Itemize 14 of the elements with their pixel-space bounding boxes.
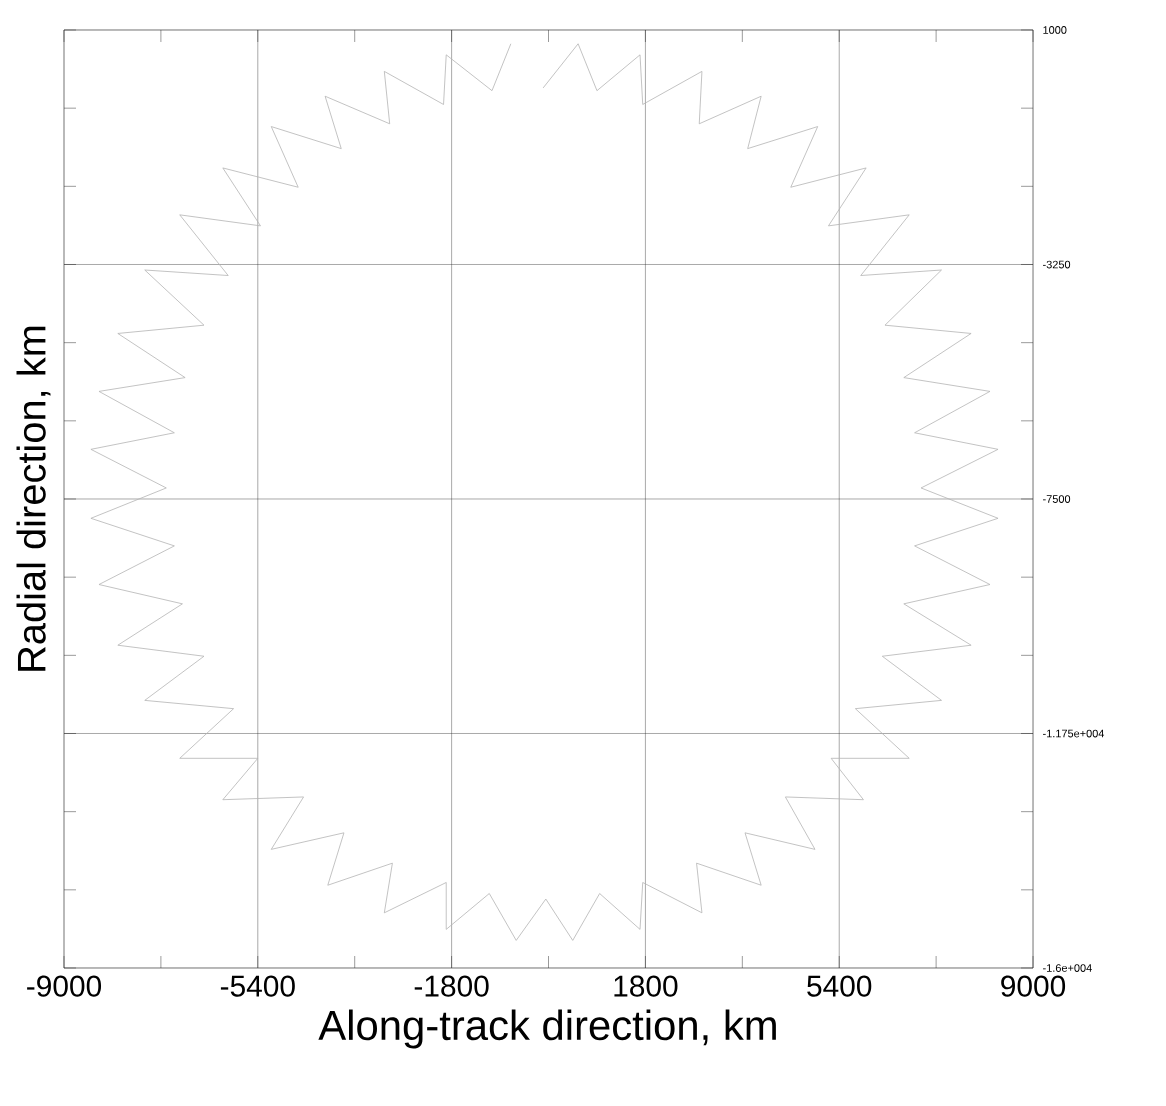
x-tick-label: 1800	[614, 975, 678, 997]
y-axis-title: Radial direction, km	[16, 326, 51, 671]
x-tick-label: -1800	[414, 975, 489, 997]
x-tick-label: 9000	[1001, 975, 1066, 997]
y-tick-label: -3250	[1043, 260, 1071, 269]
x-tick-label: -5400	[220, 975, 295, 997]
y-tick-label: -1.6e+004	[1043, 964, 1092, 972]
y-tick-label: -1.175e+004	[1043, 729, 1105, 738]
y-tick-label: -7500	[1043, 495, 1071, 503]
x-axis-title: Along-track direction, km	[318, 1009, 776, 1049]
x-tick-label: 5400	[807, 975, 872, 997]
x-tick-label: -9000	[27, 975, 102, 997]
line-series	[90, 43, 999, 941]
y-tick-label: 1000	[1043, 26, 1067, 34]
